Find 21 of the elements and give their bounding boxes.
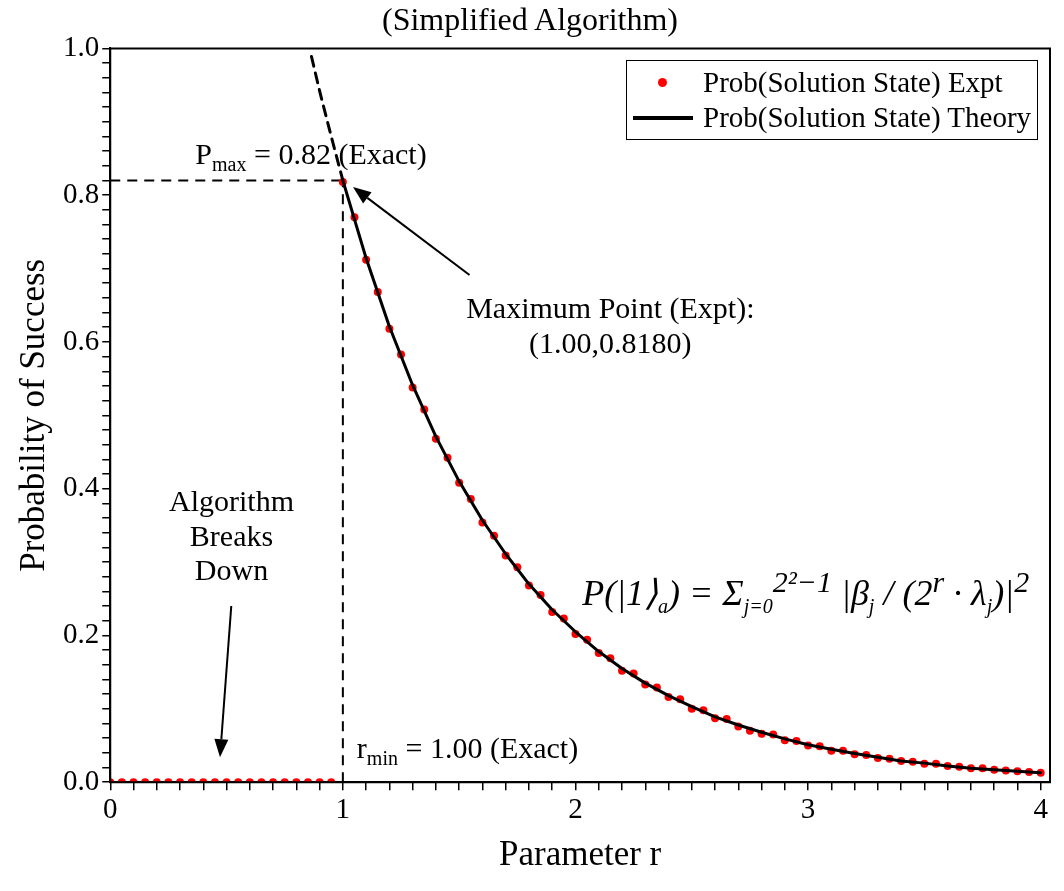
- legend-label: Prob(Solution State) Expt: [703, 65, 1003, 101]
- x-tick-label: 1: [335, 792, 351, 825]
- chart-title: (Simplified Algorithm): [382, 0, 678, 37]
- x-tick-label: 3: [800, 792, 816, 825]
- y-tick-label: 0.4: [63, 470, 100, 503]
- y-tick-label: 0.2: [63, 617, 100, 650]
- ref-line-label: r$_{min}$ = 1.00 (Exact): [356, 731, 579, 771]
- y-tick-label: 0.6: [63, 323, 100, 356]
- x-tick-label: 0: [103, 792, 118, 825]
- legend-label: Prob(Solution State) Theory: [703, 100, 1032, 135]
- text: P(|1⟩$_{a}$) = Σ$_{j=0}$$^{2²−1}$ |β$_{j}$ / (2$^{r}$ · λ$_{j}$)|$^{2}$: [582, 564, 1030, 618]
- annotation: Maximum Point (Expt): (1.00,0.8180): [466, 291, 755, 361]
- y-tick-label: 0.8: [63, 176, 100, 209]
- x-tick-label: 4: [1033, 792, 1049, 825]
- y-tick-label: 1.0: [63, 30, 100, 63]
- y-axis-title: Probability of Success: [13, 258, 53, 572]
- x-tick-label: 2: [568, 792, 583, 825]
- ref-line-label: P$_{max}$ = 0.82 (Exact): [195, 137, 427, 177]
- annotation: Algorithm Breaks Down: [168, 484, 294, 588]
- y-tick-label: 0.0: [63, 763, 100, 796]
- x-axis-title: Parameter r: [498, 834, 662, 874]
